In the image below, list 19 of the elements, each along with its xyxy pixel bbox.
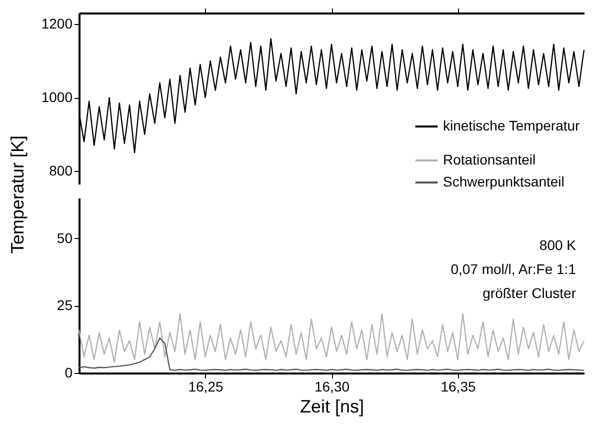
- x-tick-label: 16,35: [440, 378, 476, 394]
- legend-label: Schwerpunktsanteil: [443, 174, 564, 190]
- annotation: 800 K: [539, 237, 577, 253]
- y-tick-label: 0: [64, 364, 73, 380]
- y-tick-label: 1200: [41, 16, 73, 32]
- y-axis-title: Temperatur [K]: [7, 135, 28, 254]
- legend-label: kinetische Temperatur: [443, 118, 580, 134]
- legend-label: Rotationsanteil: [443, 152, 536, 168]
- x-tick-label: 16,25: [188, 378, 224, 394]
- annotation: größter Cluster: [482, 285, 576, 301]
- y-tick-label: 1000: [41, 89, 73, 106]
- y-tick-label: 50: [56, 230, 73, 246]
- y-tick-label: 800: [49, 162, 73, 179]
- line-series: [78, 337, 585, 371]
- x-tick-label: 16,30: [314, 378, 350, 394]
- line-series: [78, 313, 585, 363]
- y-tick-label: 25: [56, 297, 73, 314]
- annotation: 0,07 mol/l, Ar:Fe 1:1: [450, 261, 576, 277]
- x-axis-title: Zeit [ns]: [300, 396, 364, 416]
